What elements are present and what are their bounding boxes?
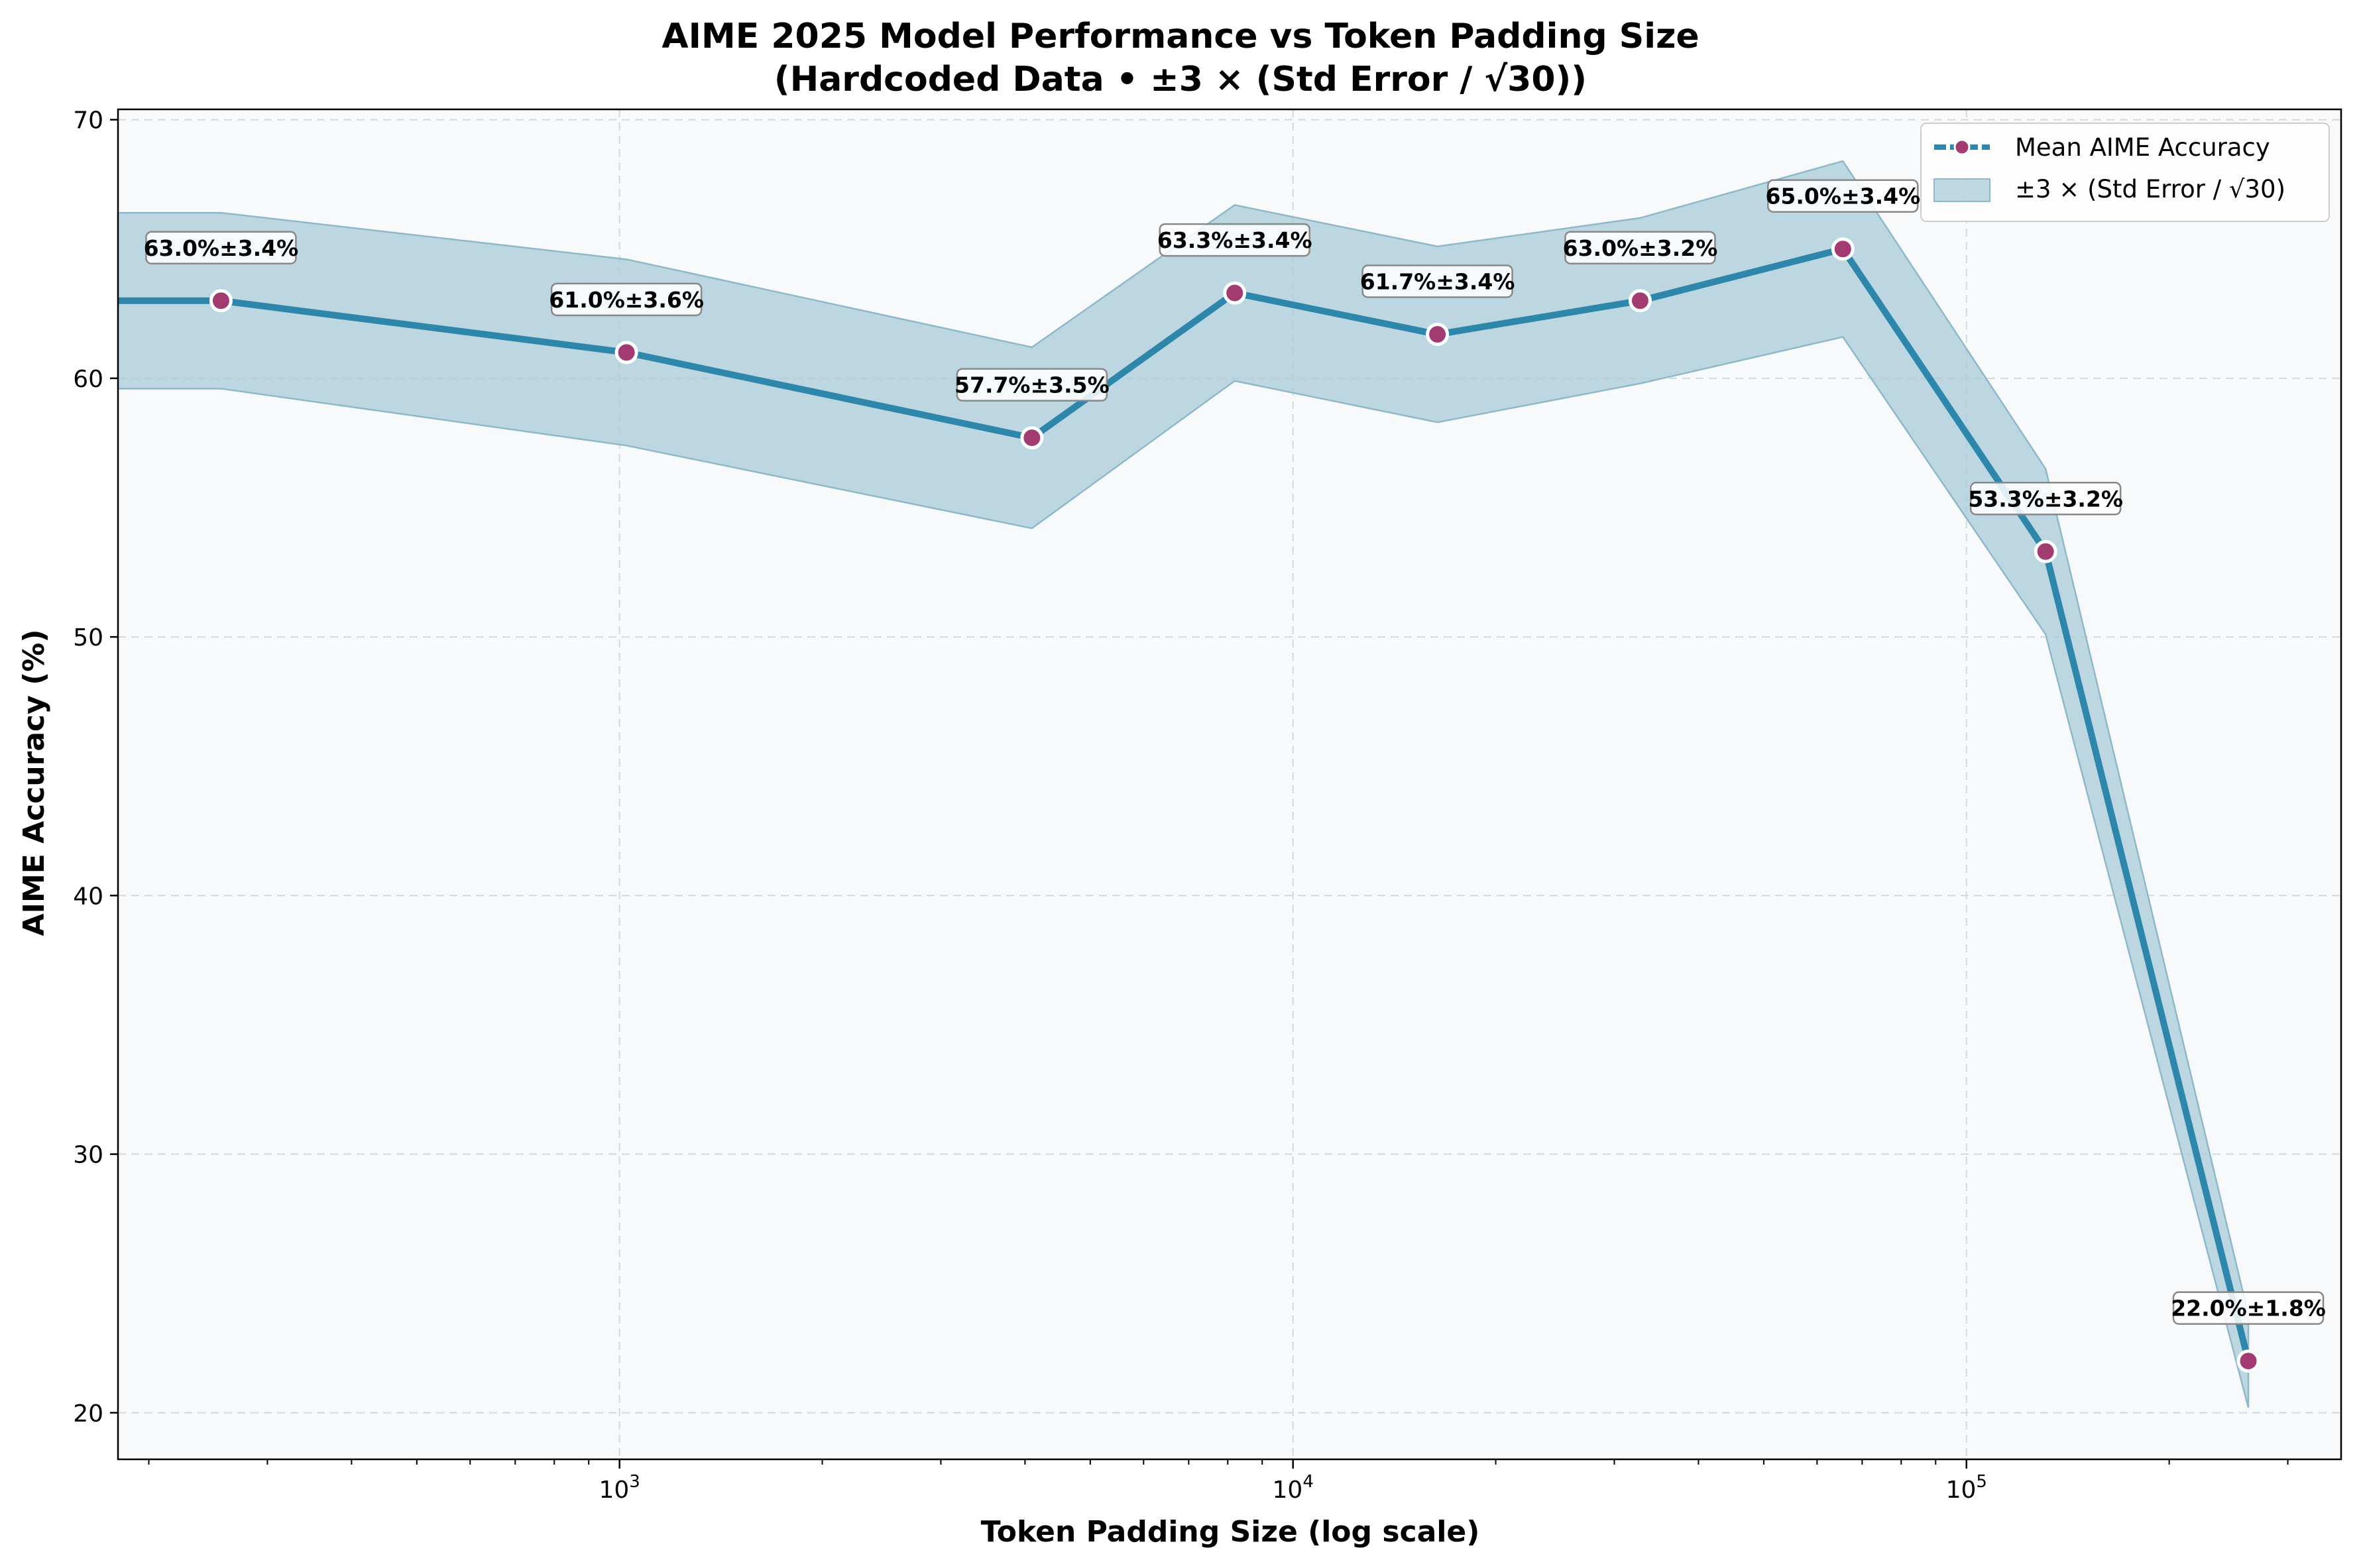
data-label: 61.7%±3.4% <box>1360 269 1515 295</box>
data-label-group: 65.0%±3.4% <box>1765 179 1920 213</box>
chart-subtitle: (Hardcoded Data • ±3 × (Std Error / √30)… <box>774 60 1587 99</box>
data-label-box <box>2172 1291 2325 1325</box>
axis-ticks: 20 30 40 50 60 70 103 104 105 <box>73 107 2289 1504</box>
data-point <box>1831 237 1855 261</box>
data-label: 57.7%±3.5% <box>954 372 1110 398</box>
data-label-box <box>1361 264 1513 298</box>
data-markers <box>209 237 2260 1373</box>
x-tick-label: 103 <box>599 1472 640 1504</box>
data-label-group: 63.3%±3.4% <box>1157 223 1312 257</box>
data-label-box <box>956 368 1108 402</box>
data-label-group: 61.7%±3.4% <box>1360 264 1515 298</box>
confidence-band <box>117 160 2250 1408</box>
data-point <box>209 289 233 313</box>
legend-label-band: ±3 × (Std Error / √30) <box>2015 175 2285 203</box>
error-band <box>117 160 2250 1408</box>
y-tick-label: 40 <box>73 883 103 910</box>
data-point <box>1628 289 1652 313</box>
data-point <box>1223 281 1247 305</box>
y-tick-label: 50 <box>73 624 103 651</box>
data-label-group: 63.0%±3.2% <box>1563 231 1718 265</box>
legend-box <box>1920 123 2330 222</box>
data-label: 63.0%±3.2% <box>1563 235 1718 261</box>
data-point <box>2236 1349 2260 1373</box>
data-label-box <box>1767 179 1919 213</box>
x-tick-label: 104 <box>1273 1472 1314 1504</box>
data-label-box <box>1159 223 1310 257</box>
data-label-box <box>1969 482 2122 516</box>
data-point <box>1020 426 1044 450</box>
data-label-box <box>1564 231 1716 265</box>
data-label-box <box>145 231 297 265</box>
chart-title: AIME 2025 Model Performance vs Token Pad… <box>662 17 1699 56</box>
y-tick-label: 70 <box>73 107 103 135</box>
data-label: 53.3%±3.2% <box>1968 486 2123 512</box>
x-axis-label: Token Padding Size (log scale) <box>981 1515 1480 1549</box>
data-label: 61.0%±3.6% <box>549 287 704 313</box>
data-point <box>614 341 638 364</box>
y-tick-label: 60 <box>73 366 103 393</box>
data-point <box>1426 323 1450 346</box>
data-label-box <box>550 282 703 317</box>
data-label-group: 63.0%±3.4% <box>144 231 299 265</box>
data-point <box>2034 539 2057 563</box>
data-label: 22.0%±1.8% <box>2171 1296 2326 1321</box>
y-axis-label: AIME Accuracy (%) <box>17 630 51 936</box>
legend-band-swatch <box>1933 178 1990 202</box>
data-labels: 63.0%±3.4% 61.0%±3.6% 57.7%±3.5% 63.3%±3.4%… <box>144 179 2326 1325</box>
y-tick-label: 30 <box>73 1142 103 1169</box>
data-label-group: 61.0%±3.6% <box>549 282 704 317</box>
data-label-group: 22.0%±1.8% <box>2171 1291 2326 1325</box>
legend-label-mean: Mean AIME Accuracy <box>2015 133 2270 162</box>
series-line <box>118 245 2252 1362</box>
y-tick-label: 20 <box>73 1400 103 1428</box>
x-tick-label: 105 <box>1946 1472 1987 1504</box>
plot-frame <box>117 108 2342 1461</box>
legend-marker-swatch <box>1953 139 1971 156</box>
data-label: 65.0%±3.4% <box>1765 184 1920 209</box>
mean-accuracy-line <box>118 245 2252 1362</box>
data-label: 63.3%±3.4% <box>1157 227 1312 253</box>
data-label-group: 53.3%±3.2% <box>1968 482 2123 516</box>
data-label-group: 57.7%±3.5% <box>954 368 1110 402</box>
data-label: 63.0%±3.4% <box>144 235 299 261</box>
legend: Mean AIME Accuracy ±3 × (Std Error / √30… <box>1920 123 2330 222</box>
